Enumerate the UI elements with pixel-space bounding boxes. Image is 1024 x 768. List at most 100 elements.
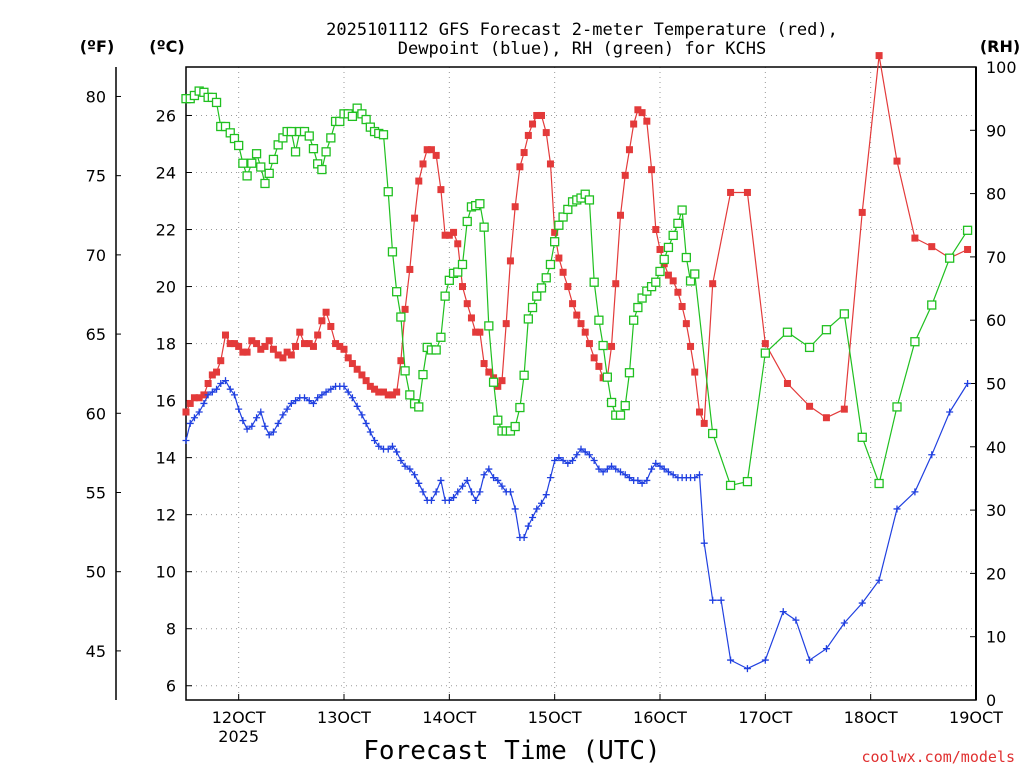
dewpoint-point xyxy=(467,488,475,496)
rh-point xyxy=(536,283,547,293)
rh-point xyxy=(637,293,647,303)
dewpoint-point xyxy=(893,505,901,513)
dewpoint-point xyxy=(634,476,642,484)
temperature-point xyxy=(432,151,440,159)
temperature-point xyxy=(411,214,419,222)
dewpoint-point xyxy=(643,476,651,484)
rh-point xyxy=(945,253,955,263)
temperature-point xyxy=(257,345,265,353)
rh-point xyxy=(440,291,450,301)
dewpoint-point xyxy=(340,382,348,390)
dewpoint-point xyxy=(257,408,265,416)
dewpoint-point xyxy=(195,408,203,416)
rh-point xyxy=(681,252,691,263)
dewpoint-point xyxy=(253,414,261,422)
rh-point xyxy=(602,372,612,382)
temperature-point xyxy=(761,340,769,348)
dewpoint-point xyxy=(911,488,919,496)
temperature-point xyxy=(480,360,488,368)
temperature-point xyxy=(498,377,506,385)
temperature-point xyxy=(648,166,656,174)
celsius-unit-label: (ºC) xyxy=(149,37,184,56)
rh-tick-label: 10 xyxy=(986,628,1006,647)
dewpoint-point xyxy=(559,456,567,464)
temperature-point xyxy=(893,157,901,165)
temperature-point xyxy=(182,408,190,416)
dewpoint-point xyxy=(432,488,440,496)
rh-point xyxy=(326,133,336,143)
dewpoint-point xyxy=(213,385,221,393)
dewpoint-point xyxy=(840,619,848,627)
dewpoint-point xyxy=(709,596,717,604)
temperature-point xyxy=(243,348,251,356)
temperature-point xyxy=(506,257,514,265)
dewpoint-point xyxy=(327,385,335,393)
rh-tick-label: 50 xyxy=(986,375,1006,394)
x-tick-label: 18OCT xyxy=(844,708,898,727)
dewpoint-point xyxy=(806,656,814,664)
temperature-point xyxy=(406,265,414,273)
rh-point xyxy=(317,164,327,175)
temperature-point xyxy=(573,311,581,319)
x-axis-label: Forecast Time (UTC) xyxy=(363,736,660,766)
temperature-point xyxy=(621,171,629,179)
dewpoint-point xyxy=(274,419,282,427)
temperature-point xyxy=(595,362,603,370)
dewpoint-point xyxy=(590,456,598,464)
dewpoint-point xyxy=(533,505,541,513)
rh-unit-label: (RH) xyxy=(980,37,1020,56)
celsius-tick-label: 8 xyxy=(166,620,176,639)
dewpoint-point xyxy=(573,451,581,459)
temperature-point xyxy=(664,271,672,279)
dewpoint-point xyxy=(261,422,269,430)
dewpoint-point xyxy=(204,391,212,399)
rh-tick-label: 80 xyxy=(986,185,1006,204)
temperature-point xyxy=(700,419,708,427)
temperature-point xyxy=(678,303,686,311)
dewpoint-point xyxy=(551,456,559,464)
rh-point xyxy=(532,291,542,301)
temperature-point xyxy=(608,342,616,350)
temperature-point xyxy=(652,226,660,234)
rh-point xyxy=(821,325,832,335)
temperature-point xyxy=(581,328,589,336)
dewpoint-line xyxy=(185,379,969,670)
dewpoint-point xyxy=(419,488,427,496)
rh-tick-label: 60 xyxy=(986,311,1006,330)
x-tick-label: 16OCT xyxy=(633,708,687,727)
temperature-point xyxy=(301,340,308,348)
dewpoint-point xyxy=(964,380,972,387)
rh-point xyxy=(238,158,248,168)
rh-point xyxy=(475,199,485,209)
rh-point xyxy=(510,421,520,432)
temperature-point xyxy=(401,305,409,313)
rh-point xyxy=(273,140,283,150)
temperature-point xyxy=(362,377,370,385)
dewpoint-point xyxy=(427,496,435,504)
rh-point xyxy=(286,126,296,137)
dewpoint-point xyxy=(638,479,646,487)
temperature-point xyxy=(322,308,330,316)
temperature-point xyxy=(388,391,396,399)
dewpoint-point xyxy=(182,437,190,445)
temperature-point xyxy=(217,357,225,365)
dewpoint-point xyxy=(358,411,366,419)
credit-text: coolwx.com/models xyxy=(861,748,1015,766)
dewpoint-point xyxy=(480,471,488,479)
temperature-point xyxy=(226,340,234,348)
dewpoint-point xyxy=(743,665,751,673)
dewpoint-point xyxy=(656,462,664,470)
temperature-point xyxy=(964,245,972,253)
temperature-point xyxy=(634,106,642,114)
dewpoint-point xyxy=(406,465,414,473)
temperature-point xyxy=(529,120,537,128)
temperature-point xyxy=(213,368,221,376)
dewpoint-point xyxy=(581,448,589,456)
dewpoint-point xyxy=(239,417,247,425)
rh-point xyxy=(335,116,345,127)
rh-point xyxy=(668,230,678,241)
temperature-point xyxy=(630,120,638,128)
dewpoint-point xyxy=(348,394,356,402)
dewpoint-point xyxy=(411,471,419,479)
temperature-point xyxy=(222,331,229,339)
